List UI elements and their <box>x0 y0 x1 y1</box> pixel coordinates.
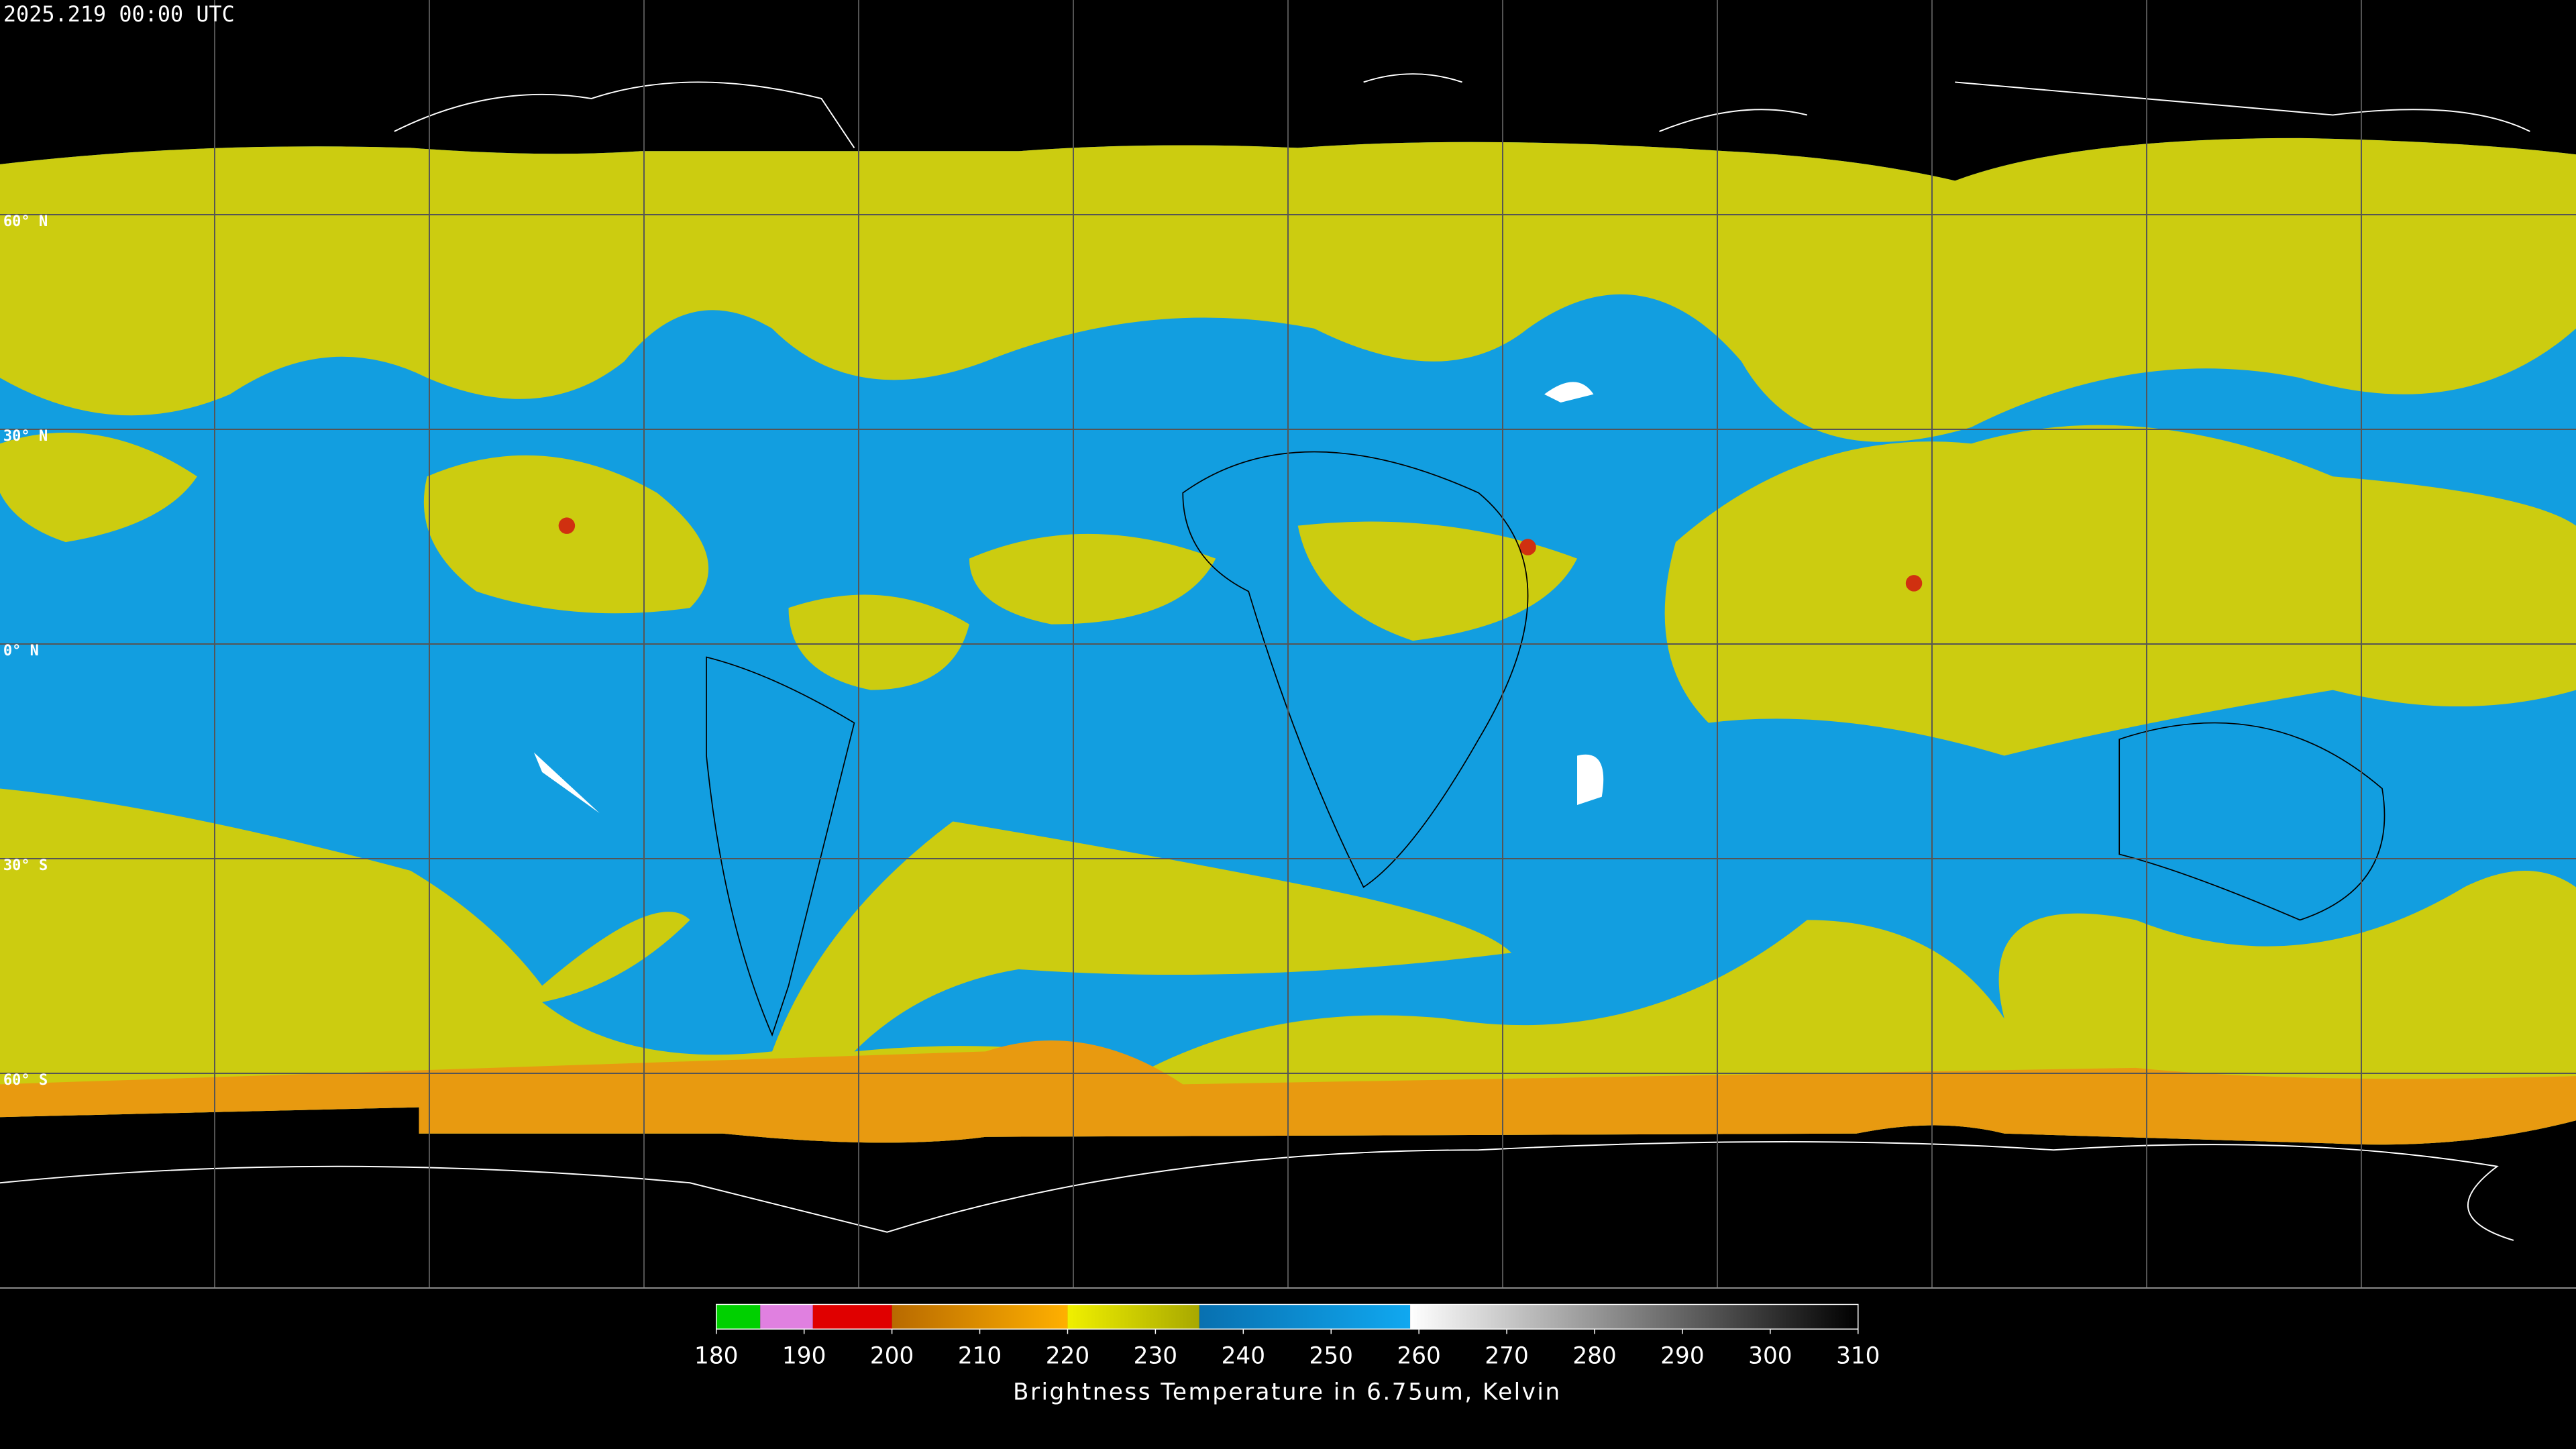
lat-label: 0° N <box>3 643 39 659</box>
colorbar-tick-label: 270 <box>1485 1343 1528 1370</box>
storm <box>558 517 576 534</box>
colorbar-tick-label: 180 <box>694 1343 738 1370</box>
colorbar-frame <box>716 1303 1859 1330</box>
colorbar-tick-label: 190 <box>782 1343 826 1370</box>
colorbar-label: Brightness Temperature in 6.75um, Kelvin <box>1013 1379 1562 1406</box>
colorbar-segment <box>716 1304 761 1330</box>
colorbar-tick-label: 200 <box>870 1343 914 1370</box>
graticule <box>0 0 2576 1289</box>
colorbar-segment <box>1199 1304 1411 1330</box>
lat-label: 60° S <box>3 1072 48 1089</box>
lat-label: 30° N <box>3 428 48 445</box>
coastline <box>0 1141 2514 1241</box>
colorbar-tick-label: 220 <box>1046 1343 1089 1370</box>
colorbar-tick-label: 240 <box>1222 1343 1265 1370</box>
colorbar-segment <box>892 1304 1068 1330</box>
colorbar-segment <box>1067 1304 1199 1330</box>
colorbar-tick-label: 230 <box>1134 1343 1177 1370</box>
colorbar-tick-label: 290 <box>1660 1343 1704 1370</box>
africa <box>1182 451 1529 888</box>
lat-labels: 60° N 30° N 0° N 30° S 60° S <box>3 213 48 1089</box>
colorbar-tick-label: 250 <box>1309 1343 1353 1370</box>
colorbar-tick-label: 310 <box>1836 1343 1880 1370</box>
coastlines <box>0 73 2530 1241</box>
lat-label: 30° S <box>3 857 48 874</box>
lat-label: 60° N <box>3 213 48 230</box>
colorbar-segment <box>1410 1304 1858 1330</box>
colorbar-tick-label: 300 <box>1748 1343 1792 1370</box>
coastline <box>1363 73 2530 132</box>
storm <box>1519 539 1536 555</box>
timestamp: 2025.219 00:00 UTC <box>3 1 235 27</box>
coastline <box>394 81 855 148</box>
south-america <box>706 656 855 1037</box>
colorbar: 180 190 200 210 220 230 240 250 260 270 280 290 300 3… <box>694 1303 1880 1406</box>
colorbar-segment <box>812 1304 892 1330</box>
storm <box>1905 575 1923 592</box>
colorbar-tick-label: 280 <box>1572 1343 1616 1370</box>
colorbar-tick-label: 210 <box>958 1343 1002 1370</box>
colorbar-segment <box>760 1304 813 1330</box>
colorbar-tick-label: 260 <box>1397 1343 1440 1370</box>
